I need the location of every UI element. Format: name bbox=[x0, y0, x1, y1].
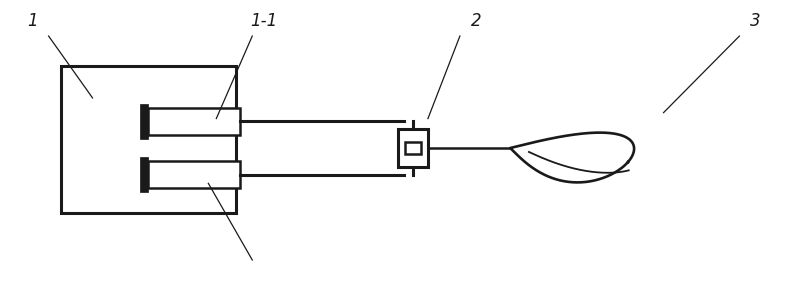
Bar bbox=[149, 108, 240, 135]
Text: 1: 1 bbox=[27, 12, 38, 30]
Text: 1-1: 1-1 bbox=[250, 12, 278, 30]
Bar bbox=[141, 104, 149, 139]
Bar bbox=[405, 141, 421, 155]
Text: 3: 3 bbox=[750, 12, 761, 30]
Bar bbox=[61, 65, 236, 213]
Bar bbox=[149, 161, 240, 188]
Bar bbox=[141, 157, 149, 192]
Bar bbox=[398, 129, 428, 167]
Text: 2: 2 bbox=[470, 12, 481, 30]
